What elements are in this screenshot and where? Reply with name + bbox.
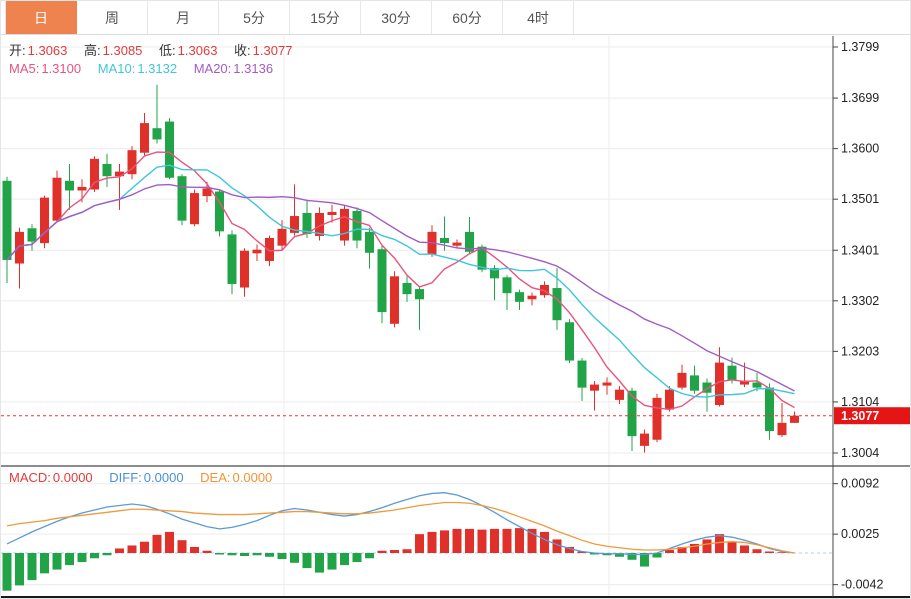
price-axis-label: 1.3401: [841, 243, 879, 257]
tab-week[interactable]: 周: [77, 1, 148, 34]
dea-pair: DEA: 0.0000: [200, 470, 272, 485]
dea-value: 0.0000: [232, 470, 273, 485]
price-axis-label: 1.3600: [841, 142, 879, 156]
open-pair: 开: 1.3063: [9, 43, 67, 58]
low-value: 1.3063: [177, 43, 218, 58]
ma10-label: MA10:: [97, 61, 136, 76]
diff-pair: DIFF: 0.0000: [109, 470, 183, 485]
tab-30min[interactable]: 30分: [361, 1, 432, 34]
macd-histogram: [2, 528, 787, 591]
ohlc-legend: 开: 1.3063 高: 1.3085 低: 1.3063 收: 1.3077: [9, 43, 305, 58]
macd-axis-label: -0.0042: [841, 578, 883, 592]
macd-axis-label: 0.0025: [841, 527, 879, 541]
close-pair: 收: 1.3077: [234, 43, 292, 58]
tab-5min[interactable]: 5分: [219, 1, 290, 34]
price-axis-label: 1.3104: [841, 395, 879, 409]
macd-label: MACD:: [9, 470, 51, 485]
ma5-value: 1.3100: [41, 61, 82, 76]
macd-pair: MACD: 0.0000: [9, 470, 93, 485]
ma10-line: [6, 164, 795, 398]
macd-legend: MACD: 0.0000 DIFF: 0.0000 DEA: 0.0000: [9, 470, 285, 485]
price-axis-label: 1.3501: [841, 192, 879, 206]
tab-day[interactable]: 日: [5, 1, 77, 34]
price-axis-label: 1.3799: [841, 40, 879, 54]
price-axis-label: 1.3004: [841, 446, 879, 460]
current-price-badge-value: 1.3077: [841, 409, 879, 423]
ma5-line: [6, 151, 795, 411]
high-value: 1.3085: [102, 43, 143, 58]
high-pair: 高: 1.3085: [84, 43, 142, 58]
open-value: 1.3063: [27, 43, 68, 58]
high-label: 高:: [84, 43, 101, 58]
low-pair: 低: 1.3063: [159, 43, 217, 58]
diff-label: DIFF:: [109, 470, 142, 485]
ma20-value: 1.3136: [233, 61, 274, 76]
macd-value: 0.0000: [52, 470, 93, 485]
price-axis-label: 1.3699: [841, 91, 879, 105]
ma-legend: MA5: 1.3100 MA10: 1.3132 MA20: 1.3136: [9, 61, 286, 76]
price-axis-label: 1.3302: [841, 294, 879, 308]
ma20-pair: MA20: 1.3136: [194, 61, 273, 76]
close-label: 收:: [234, 43, 251, 58]
tab-month[interactable]: 月: [148, 1, 219, 34]
ma10-value: 1.3132: [137, 61, 178, 76]
dea-line: [6, 501, 795, 554]
tab-15min[interactable]: 15分: [290, 1, 361, 34]
timeframe-tabbar: 日 周 月 5分 15分 30分 60分 4时: [1, 1, 910, 35]
tab-4hour[interactable]: 4时: [503, 1, 574, 34]
ma5-label: MA5:: [9, 61, 40, 76]
price-axis-label: 1.3203: [841, 344, 879, 358]
ma20-line: [6, 183, 795, 392]
low-label: 低:: [159, 43, 176, 58]
ma5-pair: MA5: 1.3100: [9, 61, 81, 76]
dea-label: DEA:: [200, 470, 231, 485]
ma20-label: MA20:: [193, 61, 232, 76]
current-price-badge: [834, 407, 910, 425]
tab-60min[interactable]: 60分: [432, 1, 503, 34]
ma10-pair: MA10: 1.3132: [98, 61, 177, 76]
close-value: 1.3077: [252, 43, 293, 58]
diff-value: 0.0000: [143, 470, 184, 485]
candlestick-series: [2, 84, 799, 453]
macd-axis-label: 0.0092: [841, 477, 879, 491]
open-label: 开:: [9, 43, 26, 58]
diff-line: [6, 492, 795, 556]
